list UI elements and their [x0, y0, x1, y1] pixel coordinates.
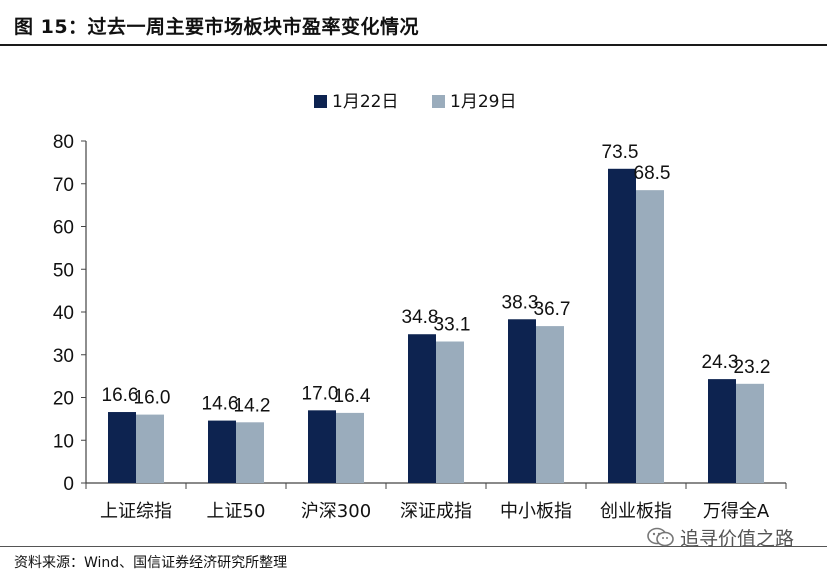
x-category-label: 万得全A	[703, 501, 770, 522]
bar-2	[636, 190, 664, 483]
data-label: 73.5	[602, 142, 639, 163]
x-category-label: 沪深300	[301, 501, 371, 522]
bar-1	[308, 410, 336, 483]
y-tick-label: 10	[53, 431, 74, 452]
source-note: 资料来源：Wind、国信证券经济研究所整理	[14, 555, 288, 571]
bar-1	[708, 379, 736, 483]
y-tick-label: 40	[53, 303, 74, 324]
bar-2	[736, 383, 764, 483]
title-bar: 图 15：过去一周主要市场板块市盈率变化情况	[0, 6, 827, 46]
data-label: 38.3	[502, 292, 539, 313]
y-tick-label: 60	[53, 218, 74, 239]
data-label: 68.5	[634, 163, 671, 184]
y-tick-label: 80	[53, 132, 74, 153]
title-rule	[0, 44, 827, 46]
y-tick-label: 50	[53, 260, 74, 281]
watermark-text: 追寻价值之路	[680, 527, 795, 550]
legend-label: 1月22日	[332, 92, 398, 112]
bar-1	[108, 412, 136, 483]
bar-2	[536, 326, 564, 483]
footer-rule	[0, 546, 827, 547]
data-label: 16.6	[102, 385, 139, 406]
chart-title: 图 15：过去一周主要市场板块市盈率变化情况	[14, 16, 420, 38]
data-label: 23.2	[734, 357, 771, 378]
y-tick-label: 0	[63, 474, 74, 495]
bar-1	[208, 420, 236, 483]
legend-swatch	[432, 95, 445, 108]
y-tick-label: 30	[53, 346, 74, 367]
bar-1	[608, 168, 636, 483]
wechat-icon	[646, 526, 676, 548]
legend-label: 1月29日	[450, 92, 516, 112]
data-label: 16.0	[134, 388, 171, 409]
legend-swatch	[314, 95, 327, 108]
y-tick-label: 70	[53, 175, 74, 196]
x-category-label: 深证成指	[400, 501, 472, 522]
bar-2	[236, 422, 264, 483]
data-label: 17.0	[302, 383, 339, 404]
x-category-label: 创业板指	[600, 501, 672, 522]
x-category-label: 上证50	[207, 501, 266, 522]
bar-1	[408, 334, 436, 483]
data-label: 14.2	[234, 395, 271, 416]
data-label: 36.7	[534, 299, 571, 320]
data-label: 33.1	[434, 314, 471, 335]
data-label: 14.6	[202, 394, 239, 415]
data-label: 24.3	[702, 352, 739, 373]
watermark: 追寻价值之路	[646, 524, 794, 550]
x-category-label: 上证综指	[100, 501, 172, 522]
bar-1	[508, 319, 536, 483]
data-label: 16.4	[334, 386, 371, 407]
x-category-label: 中小板指	[500, 501, 572, 522]
bar-2	[336, 412, 364, 483]
y-tick-label: 20	[53, 389, 74, 410]
bar-2	[136, 414, 164, 483]
bar-2	[436, 341, 464, 483]
data-label: 34.8	[402, 307, 439, 328]
